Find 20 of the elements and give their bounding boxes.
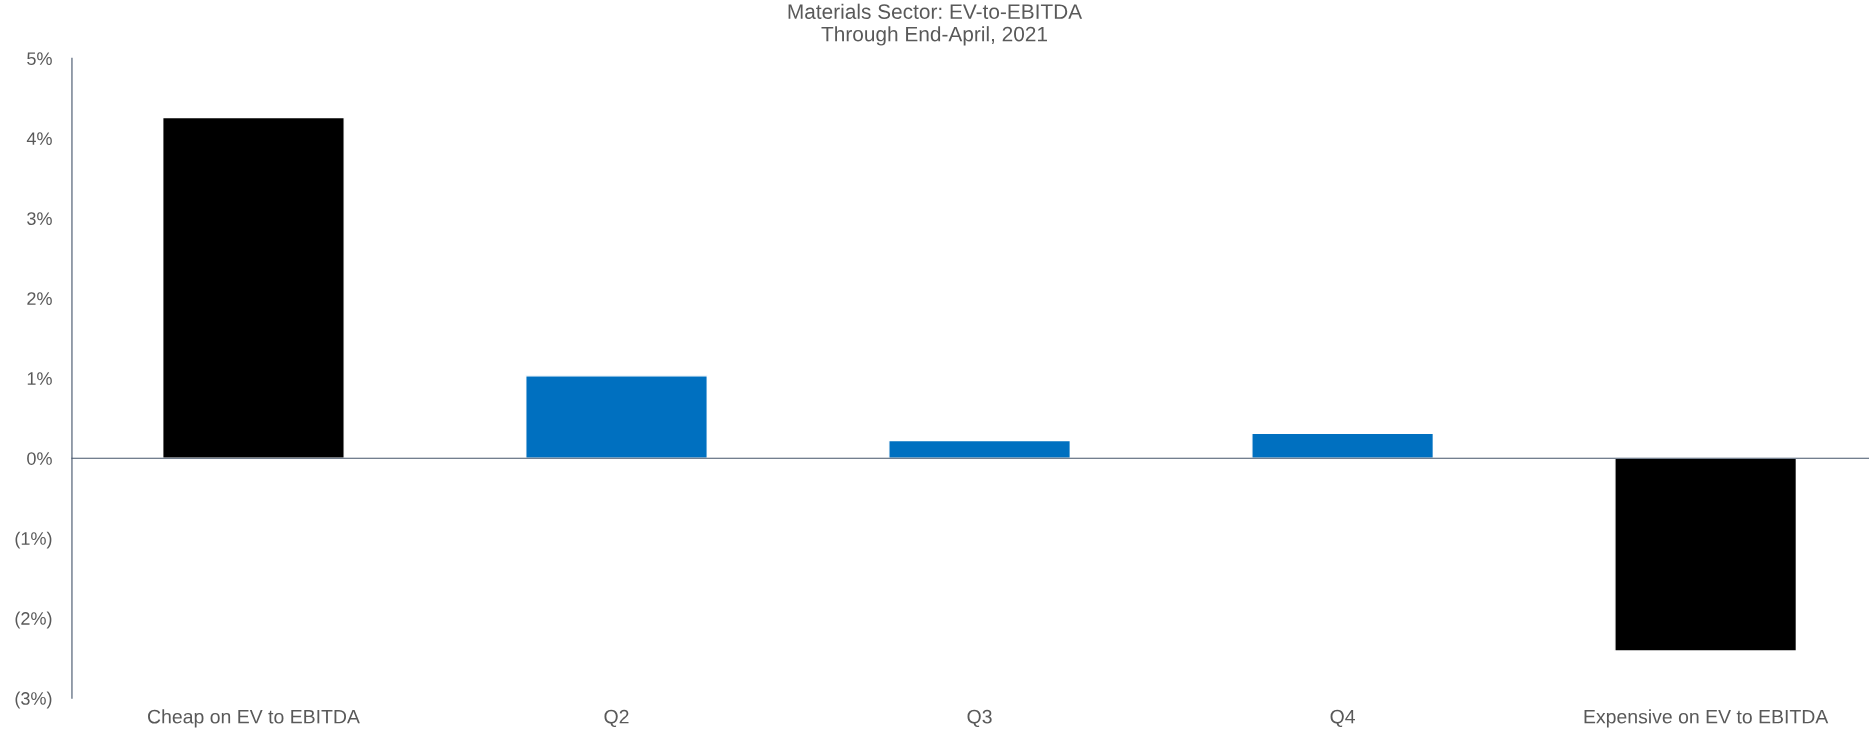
y-tick-label: 4% bbox=[26, 132, 52, 145]
x-tick-label: Q2 bbox=[604, 709, 629, 728]
x-tick-label: Expensive on EV to EBITDA bbox=[1584, 709, 1829, 728]
bar bbox=[525, 375, 708, 459]
x-tick-label: Q4 bbox=[1330, 709, 1355, 728]
bar bbox=[888, 439, 1072, 459]
bar bbox=[1614, 457, 1798, 652]
y-tick-label: 5% bbox=[27, 52, 52, 66]
bar bbox=[1251, 432, 1435, 459]
y-tick-label: 0% bbox=[27, 452, 52, 465]
x-tick-label: Q3 bbox=[967, 709, 992, 728]
y-tick-label: (1%) bbox=[15, 531, 52, 549]
bar bbox=[162, 116, 345, 459]
x-tick-label: Cheap on EV to EBITDA bbox=[148, 709, 360, 728]
y-tick-label: (2%) bbox=[15, 611, 52, 629]
y-tick-label: 3% bbox=[27, 212, 52, 225]
chart-title: Materials Sector: EV-to-EBITDA Through End-April, 2021 bbox=[788, 3, 1083, 46]
y-tick-label: 2% bbox=[27, 292, 52, 305]
y-tick-label: (3%) bbox=[15, 691, 52, 709]
y-tick-label: 1% bbox=[27, 372, 52, 385]
